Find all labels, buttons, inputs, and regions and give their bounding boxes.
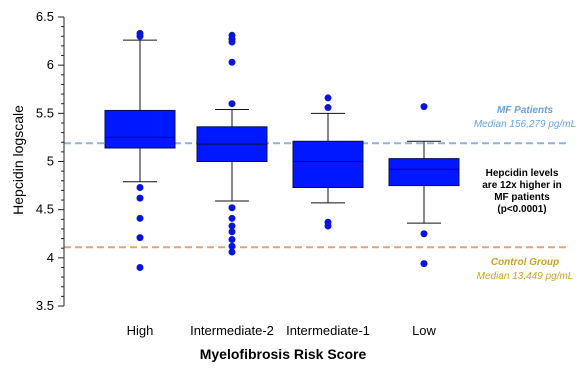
outlier-point: [228, 58, 236, 66]
box-intermediate-1: [292, 94, 364, 230]
y-tick-label: 4: [47, 250, 54, 265]
box-high: [104, 29, 176, 271]
outlier-point: [324, 104, 332, 112]
outlier-point: [420, 260, 428, 268]
mf-patients-annotation-title: MF Patients: [497, 105, 554, 116]
outlier-point: [136, 234, 144, 242]
control-group-annotation-subtitle: Median 13,449 pg/mL: [477, 271, 574, 282]
x-tick-label: Low: [412, 323, 436, 338]
y-axis: 3.5 4 4.5 5 5.5 6 6.5: [36, 9, 65, 313]
mf-patients-annotation-subtitle: Median 156,279 pg/mL: [474, 119, 576, 130]
note-line-2: are 12x higher in: [482, 180, 561, 191]
outlier-point: [228, 222, 236, 230]
outlier-point: [136, 263, 144, 271]
outlier-point: [420, 103, 428, 111]
outlier-point: [136, 184, 144, 192]
outlier-point: [228, 204, 236, 212]
box-low: [388, 103, 460, 268]
outlier-point: [228, 248, 236, 256]
outlier-point: [228, 242, 236, 250]
y-tick-label: 5: [47, 154, 54, 169]
x-tick-label: Intermediate-2: [190, 323, 274, 338]
outlier-point: [228, 214, 236, 222]
outlier-point: [136, 32, 144, 40]
control-group-annotation-title: Control Group: [491, 257, 559, 268]
iqr-box: [388, 158, 460, 187]
outlier-point: [228, 100, 236, 108]
x-tick-label: High: [127, 323, 154, 338]
note-line-3: MF patients: [494, 192, 550, 203]
outlier-point: [136, 194, 144, 202]
outlier-point: [228, 236, 236, 244]
outlier-point: [136, 214, 144, 222]
box-series: [104, 29, 460, 271]
outlier-point: [324, 222, 332, 230]
x-tick-label: Intermediate-1: [286, 323, 370, 338]
y-tick-label: 4.5: [36, 202, 54, 217]
outlier-point: [228, 228, 236, 236]
box-intermediate-2: [196, 31, 268, 256]
outlier-point: [228, 38, 236, 46]
note-line-1: Hepcidin levels: [486, 168, 559, 179]
y-tick-label: 6: [47, 57, 54, 72]
note-line-4: (p<0.0001): [497, 204, 546, 215]
y-tick-label: 5.5: [36, 105, 54, 120]
y-axis-label: Hepcidin logscale: [10, 105, 26, 215]
outlier-point: [420, 230, 428, 238]
x-axis-label: Myelofibrosis Risk Score: [200, 346, 367, 362]
y-tick-label: 6.5: [36, 9, 54, 24]
outlier-point: [324, 94, 332, 102]
y-tick-label: 3.5: [36, 298, 54, 313]
x-axis-tick-labels: High Intermediate-2 Intermediate-1 Low: [127, 323, 437, 338]
iqr-box: [292, 140, 364, 189]
iqr-box: [104, 109, 176, 149]
